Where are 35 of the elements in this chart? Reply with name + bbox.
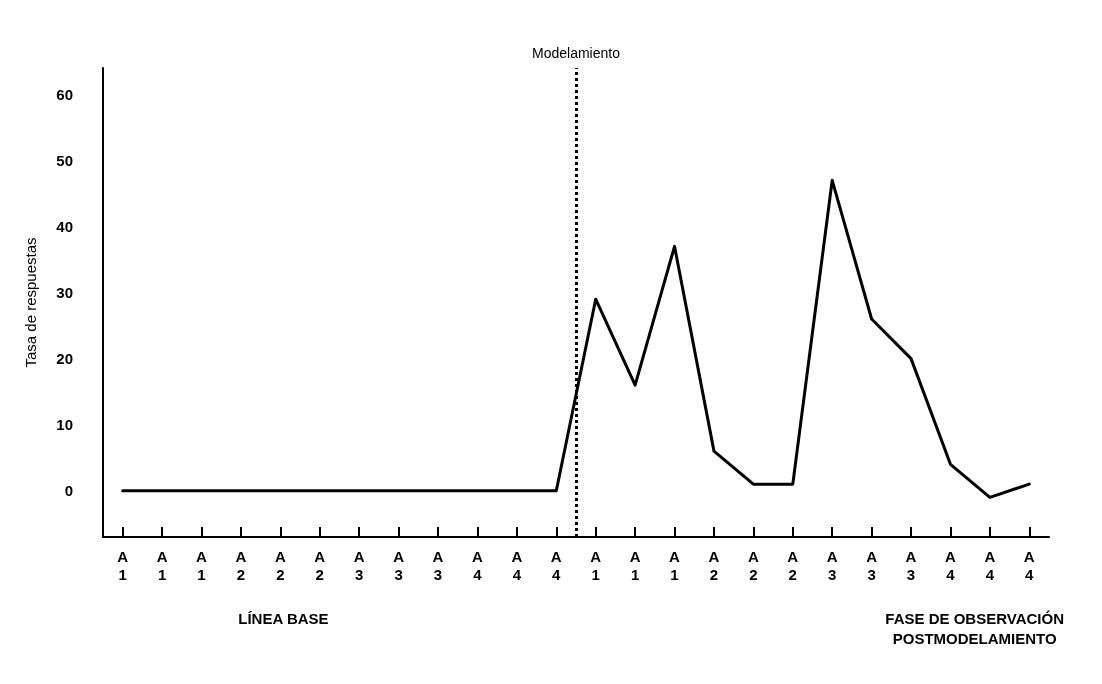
x-tick-label: A 2	[314, 547, 326, 583]
y-axis-title: Tasa de respuestas	[22, 237, 39, 368]
y-tick-label: 10	[56, 416, 73, 434]
x-tick-label: A 1	[590, 547, 602, 583]
x-tick-label: A 1	[669, 547, 681, 583]
x-tick-label: A 3	[866, 547, 878, 583]
x-tick-label: A 3	[353, 547, 365, 583]
x-tick-label: A 4	[550, 547, 562, 583]
x-tick-label: A 2	[235, 547, 247, 583]
y-tick-label: 50	[56, 151, 73, 169]
x-tick-label: A 4	[1023, 547, 1035, 583]
y-tick-label: 20	[56, 350, 73, 368]
text: Modelamiento	[532, 45, 621, 61]
x-tick-label: A 3	[432, 547, 444, 583]
x-tick-label: A 4	[945, 547, 957, 583]
x-tick-label: A 4	[984, 547, 996, 583]
x-tick-label: A 4	[472, 547, 484, 583]
x-tick-label: A 1	[117, 547, 129, 583]
x-tick-label: A 2	[708, 547, 720, 583]
x-tick-label: A 1	[156, 547, 168, 583]
x-tick-label: A 4	[511, 547, 523, 583]
x-tick-label: A 2	[747, 547, 759, 583]
x-tick-label: A 1	[196, 547, 208, 583]
y-tick-label: 40	[56, 218, 73, 236]
x-tick-label: A 3	[393, 547, 405, 583]
text: FASE DE OBSERVACIÓN POSTMODELAMIENTO	[885, 609, 1065, 647]
x-tick-label: A 2	[787, 547, 799, 583]
x-tick-label: A 1	[629, 547, 641, 583]
y-tick-label: 0	[64, 482, 73, 500]
y-tick-label: 60	[56, 85, 73, 103]
y-tick-label: 30	[56, 284, 73, 302]
x-tick-label: A 3	[826, 547, 838, 583]
text: LÍNEA BASE	[238, 609, 329, 627]
x-tick-label: A 3	[905, 547, 917, 583]
x-tick-label: A 2	[274, 547, 286, 583]
